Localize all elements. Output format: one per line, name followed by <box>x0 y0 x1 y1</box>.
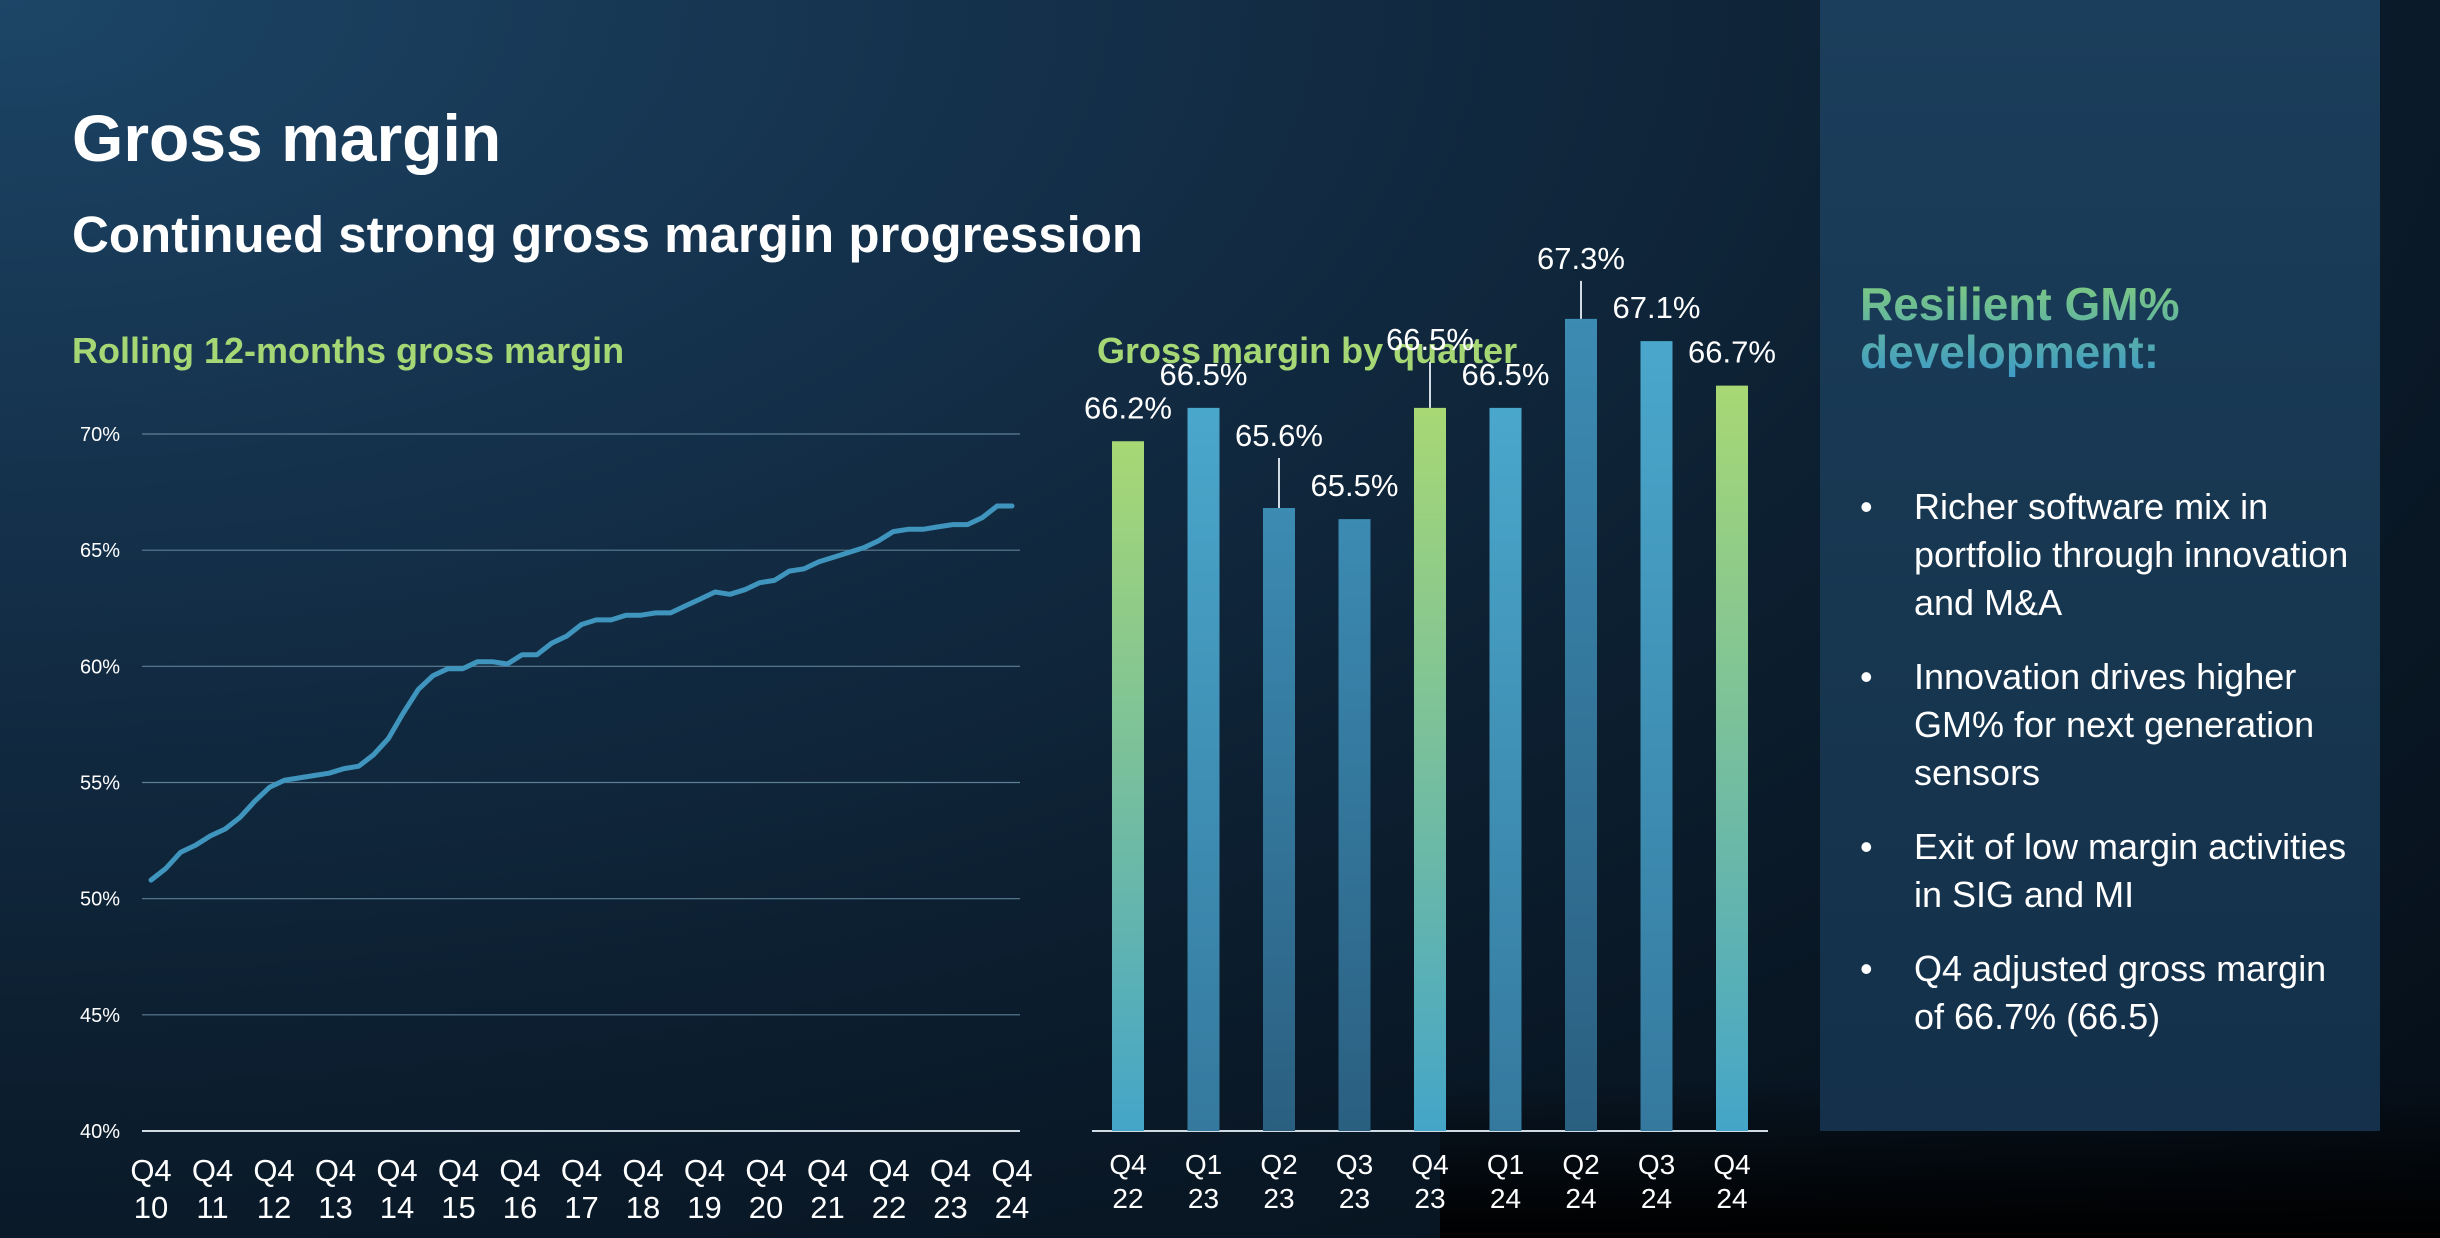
x-tick-label: Q2 <box>1260 1149 1297 1180</box>
y-tick-label: 55% <box>80 773 120 795</box>
x-tick-label: Q4 <box>991 1153 1032 1188</box>
quarterly-gm-bar-chart: 66.2%Q42266.5%Q12365.6%Q22365.5%Q32366.5… <box>1084 241 1776 1214</box>
x-tick-label: Q4 <box>561 1153 602 1188</box>
bar-q2-23 <box>1263 508 1295 1131</box>
y-tick-label: 45% <box>80 1005 120 1027</box>
x-tick-label: Q4 <box>315 1153 356 1188</box>
bar-q2-24 <box>1565 318 1597 1131</box>
x-tick-label: 24 <box>1490 1183 1521 1214</box>
x-tick-label: 23 <box>1188 1183 1219 1214</box>
x-tick-label: Q3 <box>1638 1149 1675 1180</box>
bar-q4-24 <box>1716 385 1748 1131</box>
bar-data-label: 65.5% <box>1311 468 1399 503</box>
x-tick-label: Q1 <box>1185 1149 1222 1180</box>
x-tick-label: Q4 <box>807 1153 848 1188</box>
bullet-dot-icon: • <box>1860 948 1873 989</box>
panel-heading: Resilient GM% development: <box>1860 280 2360 377</box>
page-subtitle: Continued strong gross margin progressio… <box>72 206 1144 263</box>
x-tick-label: 14 <box>380 1190 414 1225</box>
y-tick-label: 60% <box>80 656 120 678</box>
x-tick-label: 12 <box>257 1190 291 1225</box>
bar-data-label: 66.5% <box>1386 322 1474 357</box>
y-tick-label: 50% <box>80 889 120 911</box>
x-tick-label: 23 <box>1263 1183 1294 1214</box>
x-tick-label: 23 <box>1339 1183 1370 1214</box>
bullet-item: • Richer software mix in portfolio throug… <box>1860 483 2360 627</box>
bar-data-label: 66.7% <box>1688 335 1776 370</box>
x-tick-label: 20 <box>749 1190 783 1225</box>
x-tick-label: 24 <box>1716 1183 1747 1214</box>
bar-data-label: 66.5% <box>1160 357 1248 392</box>
bar-q4-23 <box>1414 407 1446 1131</box>
x-tick-label: Q4 <box>684 1153 725 1188</box>
bar-data-label: 67.1% <box>1613 290 1701 325</box>
bullet-item: • Q4 adjusted gross margin of 66.7% (66.5… <box>1860 945 2360 1041</box>
bullet-text: Q4 adjusted gross margin of 66.7% (66.5) <box>1914 948 2327 1037</box>
x-tick-label: 24 <box>1641 1183 1672 1214</box>
bar-data-label: 65.6% <box>1235 418 1323 453</box>
x-tick-label: 18 <box>626 1190 660 1225</box>
bar-data-label: 67.3% <box>1537 241 1625 276</box>
x-tick-label: Q4 <box>192 1153 233 1188</box>
x-tick-label: 11 <box>196 1190 228 1225</box>
gm-rolling-line <box>148 503 1015 883</box>
x-tick-label: Q4 <box>1109 1149 1146 1180</box>
bullet-dot-icon: • <box>1860 826 1873 867</box>
bullet-text: Exit of low margin activities in SIG and… <box>1914 826 2347 915</box>
page-title: Gross margin <box>72 101 502 175</box>
bar-q3-24 <box>1640 341 1673 1131</box>
x-tick-label: Q4 <box>622 1153 663 1188</box>
panel-bullet-list: • Richer software mix in portfolio throug… <box>1860 483 2360 1067</box>
x-tick-label: Q4 <box>868 1153 909 1188</box>
x-tick-label: Q4 <box>930 1153 971 1188</box>
x-tick-label: 16 <box>503 1190 537 1225</box>
x-tick-label: Q4 <box>745 1153 786 1188</box>
x-tick-label: 22 <box>872 1190 906 1225</box>
x-tick-label: Q4 <box>1411 1149 1448 1180</box>
bullet-text: Innovation drives higher GM% for next ge… <box>1914 656 2315 793</box>
x-tick-label: Q4 <box>499 1153 540 1188</box>
bar-q3-23 <box>1338 519 1371 1131</box>
side-panel: Resilient GM% development: • Richer softw… <box>1820 0 2380 1131</box>
bullet-dot-icon: • <box>1860 656 1873 697</box>
bar-data-label: 66.5% <box>1462 357 1550 392</box>
x-tick-label: 15 <box>441 1190 475 1225</box>
x-tick-label: 23 <box>933 1190 967 1225</box>
bar-q1-24 <box>1489 407 1522 1131</box>
x-tick-label: 17 <box>564 1190 598 1225</box>
x-tick-label: Q3 <box>1336 1149 1373 1180</box>
x-tick-label: 21 <box>810 1190 844 1225</box>
bar-chart-title: Gross margin by quarter <box>1097 330 1518 371</box>
x-tick-label: 22 <box>1112 1183 1143 1214</box>
x-tick-label: 10 <box>134 1190 168 1225</box>
x-tick-label: Q4 <box>130 1153 171 1188</box>
x-tick-label: Q4 <box>376 1153 417 1188</box>
bar-data-label: 66.2% <box>1084 390 1172 425</box>
x-tick-label: 19 <box>687 1190 721 1225</box>
bullet-text: Richer software mix in portfolio through… <box>1914 486 2349 623</box>
line-chart-title: Rolling 12-months gross margin <box>72 330 625 371</box>
x-tick-label: Q2 <box>1562 1149 1599 1180</box>
bar-q4-22 <box>1112 441 1144 1131</box>
y-tick-label: 40% <box>80 1121 120 1143</box>
bullet-dot-icon: • <box>1860 486 1873 527</box>
y-tick-label: 70% <box>80 424 120 446</box>
y-tick-label: 65% <box>80 540 120 562</box>
rolling-gm-line-chart: 70%65%60%55%50%45%40%Q410Q411Q412Q413Q41… <box>80 424 1033 1225</box>
bar-q1-23 <box>1187 407 1220 1131</box>
x-tick-label: 24 <box>1565 1183 1596 1214</box>
x-tick-label: Q4 <box>438 1153 479 1188</box>
x-tick-label: Q1 <box>1487 1149 1524 1180</box>
x-tick-label: 13 <box>318 1190 352 1225</box>
x-tick-label: 23 <box>1414 1183 1445 1214</box>
x-tick-label: Q4 <box>253 1153 294 1188</box>
bullet-item: • Innovation drives higher GM% for next g… <box>1860 653 2360 797</box>
bullet-item: • Exit of low margin activities in SIG an… <box>1860 823 2360 919</box>
x-tick-label: 24 <box>995 1190 1029 1225</box>
x-tick-label: Q4 <box>1713 1149 1750 1180</box>
